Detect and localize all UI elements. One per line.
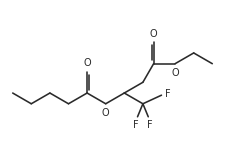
Text: O: O xyxy=(102,108,110,118)
Text: O: O xyxy=(83,58,91,68)
Text: F: F xyxy=(164,89,170,99)
Text: O: O xyxy=(150,29,157,39)
Text: F: F xyxy=(147,120,152,130)
Text: F: F xyxy=(133,120,139,130)
Text: O: O xyxy=(171,68,179,78)
